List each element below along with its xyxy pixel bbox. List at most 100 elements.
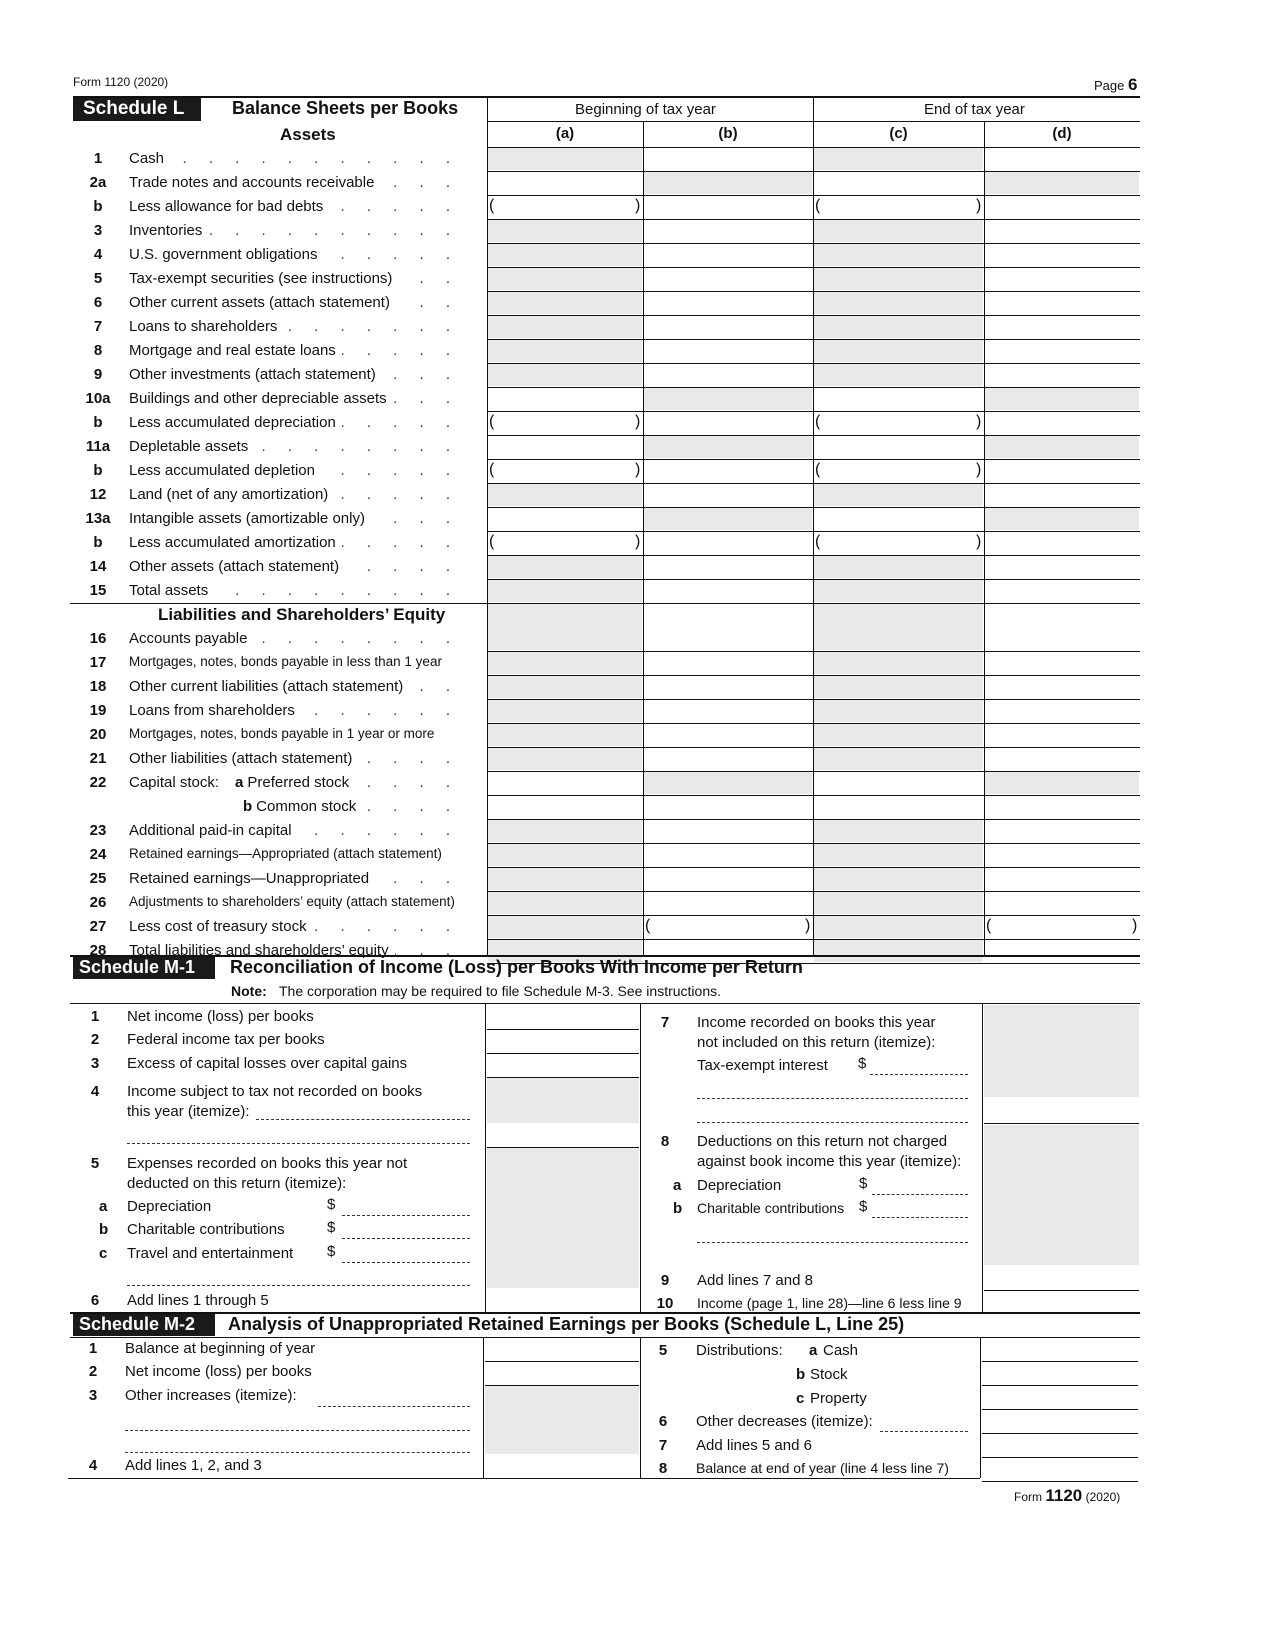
amount-input-b[interactable] — [645, 412, 811, 434]
amount-input-d[interactable] — [986, 580, 1138, 602]
amount-input[interactable] — [982, 1361, 1138, 1386]
amount-input-d[interactable] — [986, 484, 1138, 506]
itemize-blank[interactable] — [342, 1238, 470, 1239]
amount-input-d[interactable] — [986, 652, 1138, 674]
amount-input-b[interactable] — [645, 916, 811, 938]
amount-input-d[interactable] — [986, 292, 1138, 314]
amount-input-d[interactable] — [986, 604, 1138, 650]
amount-input-c[interactable] — [815, 796, 982, 818]
amount-input-d[interactable] — [986, 340, 1138, 362]
itemize-blank[interactable] — [697, 1098, 968, 1099]
amount-input-d[interactable] — [986, 916, 1138, 938]
amount-input[interactable] — [984, 1266, 1139, 1291]
amount-input-d[interactable] — [986, 244, 1138, 266]
amount-input[interactable] — [487, 1053, 639, 1078]
amount-input-b[interactable] — [645, 196, 811, 218]
amount-input[interactable] — [485, 1337, 639, 1362]
itemize-blank[interactable] — [127, 1285, 470, 1286]
amount-input-b[interactable] — [645, 292, 811, 314]
itemize-blank[interactable] — [318, 1406, 470, 1407]
itemize-blank[interactable] — [342, 1262, 470, 1263]
amount-input[interactable] — [487, 1005, 639, 1030]
amount-input-d[interactable] — [986, 676, 1138, 698]
amount-input[interactable] — [982, 1457, 1138, 1482]
amount-input-b[interactable] — [645, 532, 811, 554]
itemize-blank[interactable] — [697, 1242, 968, 1243]
amount-input-d[interactable] — [986, 844, 1138, 866]
amount-input[interactable] — [487, 1124, 639, 1148]
amount-input-a[interactable] — [489, 772, 641, 794]
amount-input-d[interactable] — [986, 556, 1138, 578]
amount-input-c[interactable] — [815, 772, 982, 794]
amount-input[interactable] — [485, 1361, 639, 1386]
amount-input-b[interactable] — [645, 724, 811, 746]
amount-input-b[interactable] — [645, 244, 811, 266]
amount-input-c[interactable] — [815, 388, 982, 410]
amount-input-b[interactable] — [645, 868, 811, 890]
amount-input-d[interactable] — [986, 820, 1138, 842]
amount-input-a[interactable] — [489, 412, 641, 434]
amount-input-c[interactable] — [815, 532, 982, 554]
amount-input-a[interactable] — [489, 172, 641, 194]
amount-input-b[interactable] — [645, 820, 811, 842]
amount-input-d[interactable] — [986, 892, 1138, 914]
amount-input-b[interactable] — [645, 892, 811, 914]
amount-input[interactable] — [982, 1409, 1138, 1434]
amount-input-d[interactable] — [986, 220, 1138, 242]
amount-input-d[interactable] — [986, 148, 1138, 170]
itemize-blank[interactable] — [872, 1194, 968, 1195]
amount-input[interactable] — [982, 1433, 1138, 1458]
amount-input-b[interactable] — [645, 364, 811, 386]
amount-input[interactable] — [487, 1029, 639, 1054]
amount-input-a[interactable] — [489, 532, 641, 554]
itemize-blank[interactable] — [125, 1452, 470, 1453]
amount-input[interactable] — [982, 1337, 1138, 1362]
amount-input-b[interactable] — [645, 340, 811, 362]
amount-input-d[interactable] — [986, 940, 1138, 962]
amount-input-d[interactable] — [986, 412, 1138, 434]
amount-input-c[interactable] — [815, 460, 982, 482]
amount-input-d[interactable] — [986, 460, 1138, 482]
amount-input[interactable] — [487, 1289, 639, 1313]
amount-input-a[interactable] — [489, 460, 641, 482]
amount-input-c[interactable] — [815, 172, 982, 194]
amount-input[interactable] — [485, 1455, 639, 1479]
amount-input[interactable] — [982, 1385, 1138, 1410]
amount-input[interactable] — [984, 1098, 1139, 1124]
itemize-blank[interactable] — [697, 1122, 968, 1123]
amount-input-c[interactable] — [815, 436, 982, 458]
amount-input-b[interactable] — [645, 580, 811, 602]
amount-input-c[interactable] — [815, 412, 982, 434]
amount-input-d[interactable] — [986, 700, 1138, 722]
amount-input[interactable] — [984, 1290, 1139, 1313]
amount-input-a[interactable] — [489, 796, 641, 818]
itemize-blank[interactable] — [256, 1119, 470, 1120]
amount-input-d[interactable] — [986, 868, 1138, 890]
amount-input-a[interactable] — [489, 436, 641, 458]
amount-input-b[interactable] — [645, 652, 811, 674]
amount-input-b[interactable] — [645, 484, 811, 506]
amount-input-d[interactable] — [986, 748, 1138, 770]
amount-input-c[interactable] — [815, 196, 982, 218]
itemize-blank[interactable] — [127, 1143, 470, 1144]
amount-input-a[interactable] — [489, 388, 641, 410]
amount-input-b[interactable] — [645, 220, 811, 242]
amount-input-b[interactable] — [645, 268, 811, 290]
itemize-blank[interactable] — [880, 1431, 968, 1432]
amount-input-b[interactable] — [645, 748, 811, 770]
amount-input-b[interactable] — [645, 676, 811, 698]
amount-input-b[interactable] — [645, 460, 811, 482]
amount-input-b[interactable] — [645, 796, 811, 818]
amount-input-d[interactable] — [986, 196, 1138, 218]
amount-input-a[interactable] — [489, 508, 641, 530]
amount-input-d[interactable] — [986, 724, 1138, 746]
itemize-blank[interactable] — [125, 1430, 470, 1431]
itemize-blank[interactable] — [872, 1217, 968, 1218]
amount-input-b[interactable] — [645, 148, 811, 170]
amount-input-c[interactable] — [815, 508, 982, 530]
amount-input-d[interactable] — [986, 796, 1138, 818]
amount-input-b[interactable] — [645, 556, 811, 578]
amount-input-b[interactable] — [645, 316, 811, 338]
amount-input-b[interactable] — [645, 844, 811, 866]
amount-input-a[interactable] — [489, 196, 641, 218]
